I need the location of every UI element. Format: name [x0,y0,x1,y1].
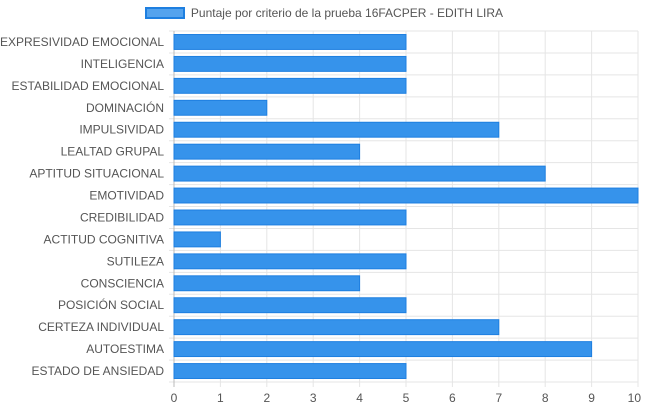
x-tick-label: 5 [403,391,410,405]
category-labels: EXPRESIVIDAD EMOCIONAL INTELIGENCIA ESTABI… [0,35,164,378]
bar[interactable] [173,275,361,292]
legend-label: Puntaje por criterio de la prueba 16FACP… [190,6,504,20]
category-label: ACTITUD COGNITIVA [44,232,164,246]
bar[interactable] [173,165,546,182]
bar[interactable] [173,297,407,314]
bar[interactable] [173,55,407,72]
legend[interactable]: Puntaje por criterio de la prueba 16FACP… [0,6,648,20]
category-label: SUTILEZA [107,254,164,268]
bar[interactable] [173,143,361,160]
x-tick-label: 3 [310,391,317,405]
category-label: EMOTIVIDAD [89,189,164,203]
bar[interactable] [173,209,407,226]
x-tick-label: 1 [217,391,224,405]
category-label: DOMINACIÓN [86,100,164,115]
bar[interactable] [173,253,407,270]
category-label: EXPRESIVIDAD EMOCIONAL [0,35,164,49]
x-tick-label: 4 [356,391,363,405]
category-label: INTELIGENCIA [81,57,164,71]
x-tick-label: 0 [171,391,178,405]
x-tick-label: 6 [449,391,456,405]
x-tick-label: 2 [263,391,270,405]
bar[interactable] [173,34,407,50]
bar[interactable] [173,121,500,138]
x-tick-label: 9 [588,391,595,405]
bar[interactable] [173,231,221,248]
x-tick-label: 7 [495,391,502,405]
x-tick-label: 10 [628,391,642,405]
x-tick-label: 8 [542,391,549,405]
bars [173,34,639,379]
bar[interactable] [173,187,639,204]
category-label: CONSCIENCIA [81,276,164,290]
bar[interactable] [173,363,407,379]
category-label: APTITUD SITUACIONAL [29,167,164,181]
x-tick-labels: 0 1 2 3 4 5 6 7 8 9 10 [171,391,642,405]
category-label: CERTEZA INDIVIDUAL [38,320,164,334]
category-label: CREDIBILIDAD [80,210,164,224]
bar[interactable] [173,77,407,94]
category-label: ESTADO DE ANSIEDAD [32,364,165,378]
category-label: IMPULSIVIDAD [79,123,164,137]
legend-swatch [144,7,185,19]
category-label: ESTABILIDAD EMOCIONAL [12,79,165,93]
category-label: AUTOESTIMA [86,342,164,356]
category-label: POSICIÓN SOCIAL [58,297,164,312]
category-label: LEALTAD GRUPAL [61,145,165,159]
bar[interactable] [173,319,500,336]
bar[interactable] [173,99,268,116]
bar[interactable] [173,341,593,358]
